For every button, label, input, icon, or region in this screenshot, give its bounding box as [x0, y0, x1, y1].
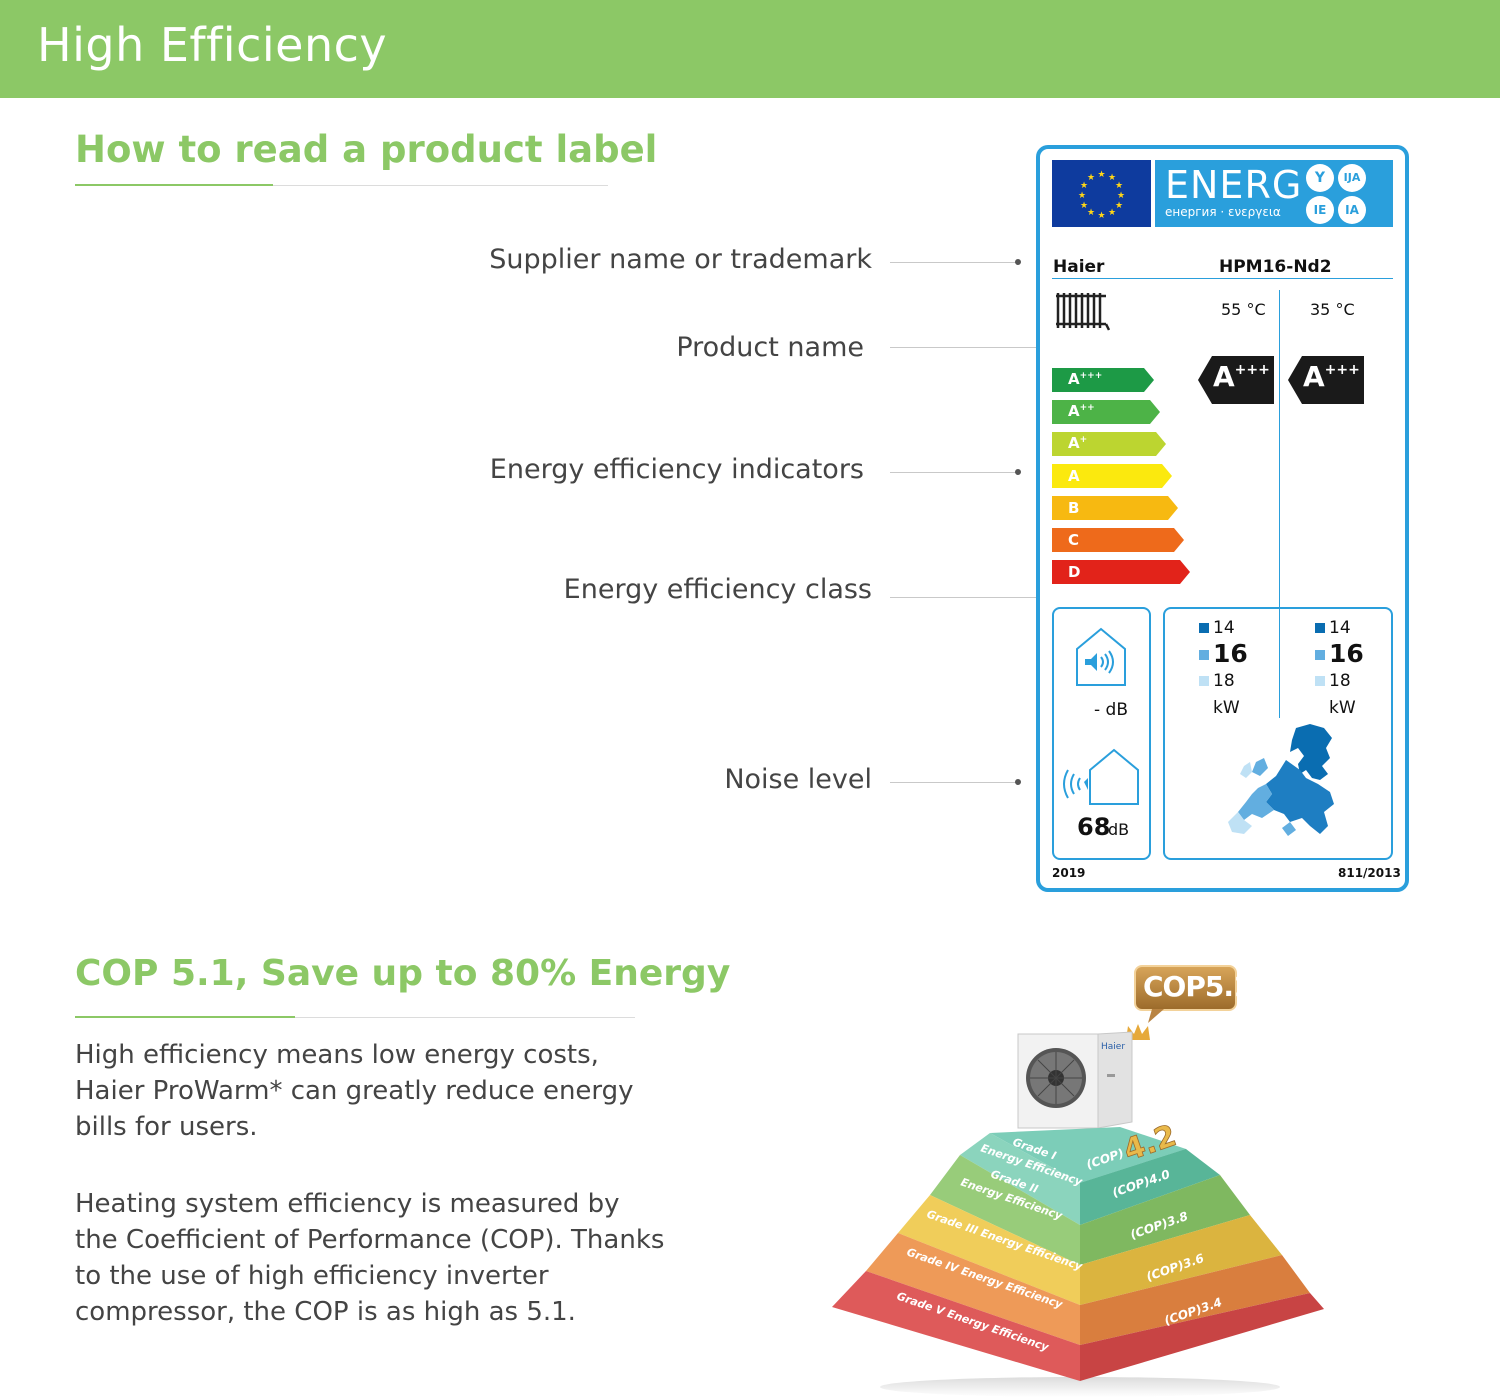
column-divider: [1279, 290, 1280, 718]
power-high-cold: 14: [1199, 618, 1235, 638]
paragraph-cop-explanation: Heating system efficiency is measured by…: [75, 1189, 665, 1327]
section-divider: [75, 185, 608, 186]
power-low-cold: 14: [1315, 618, 1351, 638]
power-low-warm: 18: [1315, 671, 1351, 691]
label-divider: [1052, 278, 1393, 279]
page-title: High Efficiency: [37, 18, 388, 72]
svg-text:★: ★: [1115, 201, 1123, 211]
pyramid-level-5-left: [832, 1271, 1080, 1381]
scale-bar-a3: [1052, 368, 1154, 392]
eu-flag-icon: ★ ★ ★ ★ ★ ★ ★ ★ ★ ★ ★ ★: [1052, 160, 1151, 227]
radiator-icon: [1054, 290, 1111, 336]
power-low-average: 16: [1315, 639, 1364, 668]
pyramid-level-4-right: [1080, 1255, 1310, 1345]
outdoor-sound-icon: [1060, 748, 1140, 812]
cop-badge: [1134, 965, 1238, 1029]
scale-bar-a: [1052, 464, 1172, 488]
power-box: [1163, 607, 1393, 860]
callout-noise-level: Noise level: [724, 764, 872, 795]
paragraph-energy-costs: High efficiency means low energy costs, …: [75, 1040, 634, 1142]
pyramid-level-2-left: [930, 1155, 1080, 1265]
svg-text:★: ★: [1115, 181, 1123, 191]
section-divider-accent: [75, 1016, 295, 1018]
heat-pump-unit-image: [1014, 1030, 1136, 1134]
scale-label-a3: A+++: [1068, 370, 1103, 388]
language-suffix: Y: [1306, 164, 1334, 192]
pyramid-level-5-right: [1080, 1293, 1324, 1381]
callout-product-name: Product name: [676, 332, 864, 363]
indoor-sound-icon: [1073, 627, 1129, 691]
pyramid-level-3-left: [898, 1195, 1080, 1305]
noise-box: [1052, 607, 1151, 860]
leader-dot: [1015, 469, 1021, 475]
callout-efficiency-class: Energy efficiency class: [563, 574, 872, 605]
scale-label-a1: A+: [1068, 434, 1088, 452]
scale-label-a: A: [1068, 467, 1080, 485]
scale-bar-b: [1052, 496, 1178, 520]
pyramid-level-2-right: [1080, 1175, 1250, 1265]
label-regulation: 811/2013: [1338, 866, 1401, 880]
pyramid-level-3-right: [1080, 1215, 1282, 1305]
rating-low: A+++: [1303, 360, 1360, 393]
power-high-average: 16: [1199, 639, 1248, 668]
language-suffix: IE: [1306, 196, 1334, 224]
section-divider: [75, 1017, 635, 1018]
svg-text:★: ★: [1087, 173, 1095, 183]
pyramid-level-1-left: [990, 1127, 1186, 1183]
noise-indoor: - dB: [1094, 700, 1128, 720]
svg-text:★: ★: [1108, 208, 1116, 218]
leader-dot: [1015, 779, 1021, 785]
leader-dot: [1015, 259, 1021, 265]
leader-line: [890, 782, 1016, 783]
europe-map-icon: [1226, 722, 1338, 844]
leader-line: [890, 262, 1016, 263]
power-high-warm: 18: [1199, 671, 1235, 691]
model-name: HPM16-Nd2: [1219, 257, 1332, 277]
power-high-unit: kW: [1213, 698, 1240, 718]
scale-bar-a2: [1052, 400, 1160, 424]
efficiency-pyramid: Grade I Energy Efficiency Grade II Energ…: [830, 1115, 1330, 1399]
temperature-low: 35 °C: [1310, 300, 1355, 319]
section-title-cop: COP 5.1, Save up to 80% Energy: [75, 953, 731, 994]
svg-text:★: ★: [1108, 173, 1116, 183]
header-banner: [0, 0, 1500, 98]
noise-outdoor-value: 68: [1077, 813, 1111, 841]
svg-text:★: ★: [1117, 191, 1125, 201]
language-suffix: IA: [1338, 196, 1366, 224]
callout-supplier: Supplier name or trademark: [489, 244, 872, 275]
svg-text:★: ★: [1097, 170, 1105, 180]
scale-bar-d: [1052, 560, 1190, 584]
leader-line: [890, 472, 1016, 473]
scale-label-d: D: [1068, 563, 1081, 581]
energy-subtitle: енергия · ενεργεια: [1165, 205, 1281, 219]
noise-outdoor-unit: dB: [1108, 820, 1130, 839]
temperature-high: 55 °C: [1221, 300, 1266, 319]
rating-arrow-low: [1288, 356, 1366, 408]
pyramid-level-1-right: [1080, 1149, 1220, 1225]
efficiency-scale: [1052, 366, 1192, 592]
scale-label-a2: A++: [1068, 402, 1095, 420]
cop-badge-text: COP5.1: [1143, 970, 1252, 1003]
svg-text:★: ★: [1097, 211, 1105, 221]
svg-text:★: ★: [1087, 208, 1095, 218]
section-title-label: How to read a product label: [75, 128, 658, 171]
section-divider-accent: [75, 184, 273, 186]
scale-label-c: C: [1068, 531, 1080, 549]
energy-word: ENERG: [1165, 163, 1303, 207]
svg-text:★: ★: [1080, 181, 1088, 191]
language-suffix: IJA: [1338, 164, 1366, 192]
svg-text:★: ★: [1078, 191, 1086, 201]
supplier-name: Haier: [1053, 257, 1105, 277]
unit-brand: Haier: [1101, 1042, 1126, 1052]
power-low-unit: kW: [1329, 698, 1356, 718]
scale-label-b: B: [1068, 499, 1080, 517]
callout-efficiency-indicators: Energy efficiency indicators: [489, 454, 864, 485]
pyramid-level-4-left: [866, 1233, 1080, 1345]
scale-bar-a1: [1052, 432, 1166, 456]
svg-text:★: ★: [1080, 201, 1088, 211]
rating-arrow-high: [1198, 356, 1276, 408]
label-year: 2019: [1052, 866, 1086, 880]
scale-bar-c: [1052, 528, 1184, 552]
rating-high: A+++: [1213, 360, 1270, 393]
